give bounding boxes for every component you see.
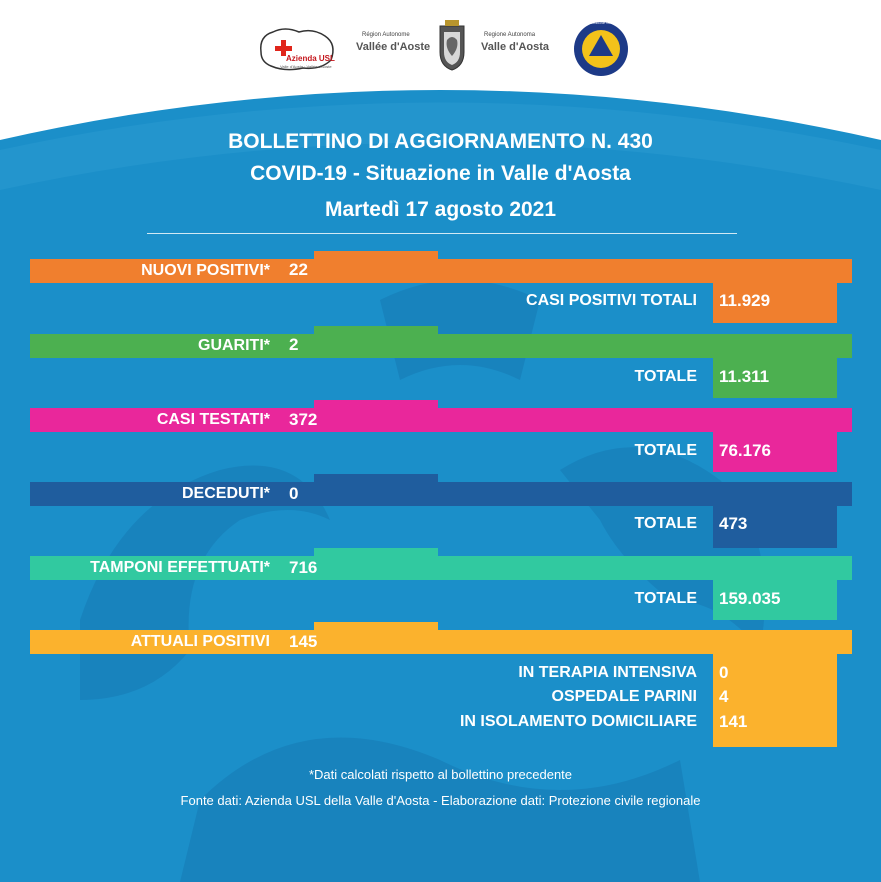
isolamento-domiciliare-label: IN ISOLAMENTO DOMICILIARE — [459, 713, 697, 730]
terapia-intensiva-value: 0 — [719, 663, 729, 682]
casi-positivi-totali-value: 11.929 — [719, 291, 771, 310]
bulletin-title: BOLLETTINO DI AGGIORNAMENTO N. 430 — [228, 130, 653, 153]
attuali-positivi-bar: ATTUALI POSITIVI — [30, 622, 852, 654]
ospedale-parini-label: OSPEDALE PARINI — [551, 688, 698, 705]
logos-strip: Azienda USL Valle d'Aosta · Vallée d'Aos… — [0, 18, 881, 80]
testati-total-box — [713, 432, 837, 472]
guariti-total-box — [713, 358, 837, 398]
testati-total-label: TOTALE — [634, 442, 697, 459]
tamponi-total-value: 159.035 — [719, 589, 781, 608]
deceduti-total-box — [713, 506, 837, 548]
protezione-civile-logo — [574, 22, 628, 76]
deceduti-value: 0 — [289, 484, 299, 503]
casi-testati-value: 372 — [289, 410, 318, 429]
region-logo-it-line1: Regione Autonoma — [484, 32, 536, 38]
terapia-intensiva-label: IN TERAPIA INTENSIVA — [518, 664, 697, 681]
nuovi-positivi-tab — [314, 251, 438, 283]
attuali-positivi-label: ATTUALI POSITIVI — [130, 633, 270, 650]
ospedale-parini-value: 4 — [719, 687, 729, 706]
nuovi-positivi-value: 22 — [289, 260, 308, 279]
usl-logo-subtext: Valle d'Aosta · Vallée d'Aoste — [280, 64, 332, 69]
guariti-label: GUARITI* — [198, 337, 270, 354]
tamponi-tab — [314, 548, 438, 580]
tamponi-total-box — [713, 580, 837, 620]
guariti-tab — [314, 326, 438, 358]
isolamento-domiciliare-value: 141 — [719, 712, 748, 731]
data-source: Fonte dati: Azienda USL della Valle d'Ao… — [180, 793, 701, 808]
deceduti-total-label: TOTALE — [634, 515, 697, 532]
tamponi-bar: TAMPONI EFFETTUATI* — [30, 548, 852, 580]
deceduti-bar: DECEDUTI* — [30, 474, 852, 506]
region-logo-fr-line1: Région Autonome — [362, 32, 410, 38]
guariti-total-label: TOTALE — [634, 368, 697, 385]
footnote: *Dati calcolati rispetto al bollettino p… — [308, 767, 573, 782]
bulletin-date: Martedì 17 agosto 2021 — [324, 198, 557, 221]
casi-testati-bar: CASI TESTATI* — [30, 400, 852, 432]
guariti-bar: GUARITI* — [30, 326, 852, 358]
attuali-detail-box — [713, 654, 837, 747]
nuovi-positivi-label: NUOVI POSITIVI* — [141, 262, 270, 279]
attuali-positivi-tab — [314, 622, 438, 654]
protezione-civile-text: Protezione Civile — [585, 20, 616, 25]
usl-logo — [260, 28, 334, 71]
deceduti-label: DECEDUTI* — [181, 485, 270, 502]
coat-of-arms-icon — [439, 20, 465, 71]
usl-logo-text: Azienda USL — [286, 54, 335, 63]
region-logo-fr-line2: Vallée d'Aoste — [356, 41, 431, 53]
region-logo-it-line2: Valle d'Aosta — [481, 41, 550, 53]
casi-positivi-totali-label: CASI POSITIVI TOTALI — [526, 292, 697, 309]
deceduti-total-value: 473 — [719, 514, 748, 533]
casi-testati-tab — [314, 400, 438, 432]
nuovi-positivi-bar: NUOVI POSITIVI* — [30, 251, 852, 283]
guariti-total-value: 11.311 — [719, 367, 770, 386]
tamponi-label: TAMPONI EFFETTUATI* — [90, 559, 270, 576]
deceduti-tab — [314, 474, 438, 506]
nuovi-total-box — [713, 283, 837, 323]
tamponi-value: 716 — [289, 558, 318, 577]
casi-testati-label: CASI TESTATI* — [156, 411, 270, 428]
attuali-positivi-value: 145 — [289, 632, 318, 651]
bulletin-subtitle: COVID-19 - Situazione in Valle d'Aosta — [250, 162, 631, 185]
testati-total-value: 76.176 — [719, 441, 771, 460]
tamponi-total-label: TOTALE — [634, 590, 697, 607]
guariti-value: 2 — [289, 335, 299, 354]
header-divider — [147, 233, 737, 234]
